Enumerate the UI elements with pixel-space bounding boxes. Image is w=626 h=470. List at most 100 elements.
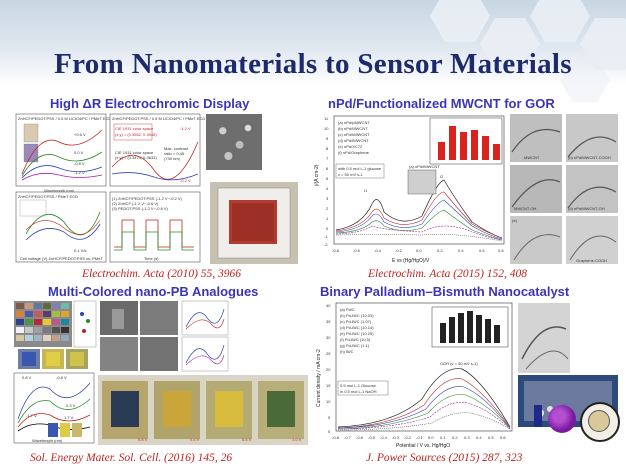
svg-text:ratio = 0.45: ratio = 0.45: [164, 151, 185, 156]
svg-text:0.8 V: 0.8 V: [138, 437, 148, 442]
svg-text:0.4: 0.4: [458, 248, 464, 253]
svg-text:0.3: 0.3: [464, 435, 470, 440]
svg-text:(b) Pd-Bi/C (10.03): (b) Pd-Bi/C (10.03): [340, 313, 374, 318]
svg-text:40: 40: [326, 303, 331, 308]
section-heading-gor: nPd/Functionalized MWCNT for GOR: [328, 96, 555, 111]
svg-text:MWCNT: MWCNT: [524, 155, 540, 160]
citation-electrochromic: Electrochim. Acta (2010) 55, 3966: [82, 268, 242, 280]
svg-text:-0.6: -0.6: [356, 435, 364, 440]
svg-text:5: 5: [328, 415, 331, 420]
svg-text:-0.5: -0.5: [368, 435, 376, 440]
svg-text:(b) nPd/MWCNT: (b) nPd/MWCNT: [338, 126, 368, 131]
svg-text:1.0 V: 1.0 V: [292, 437, 302, 442]
citation-pb: Sol. Energy Mater. Sol. Cell. (2016) 145…: [30, 452, 233, 464]
svg-text:0: 0: [328, 429, 331, 434]
svg-text:Graphene-COOH: Graphene-COOH: [576, 258, 607, 263]
svg-text:GOR (v = 50 mV s-1): GOR (v = 50 mV s-1): [440, 361, 478, 366]
university-seal-inner: [588, 410, 610, 432]
svg-text:(f) Pd-Bi/C (10.5): (f) Pd-Bi/C (10.5): [340, 337, 371, 342]
svg-text:-0.2 V: -0.2 V: [180, 178, 191, 183]
svg-text:(e) nPd/XC72: (e) nPd/XC72: [338, 144, 363, 149]
svg-text:6: 6: [326, 166, 329, 171]
svg-text:3: 3: [326, 196, 329, 201]
svg-text:(g) Pd-Bi/C (1.1): (g) Pd-Bi/C (1.1): [340, 343, 370, 348]
svg-text:in 0.5 mol L-1 NaOH: in 0.5 mol L-1 NaOH: [340, 389, 377, 394]
svg-text:(a) nPd/pMWCNT: (a) nPd/pMWCNT: [338, 120, 370, 125]
svg-text:(e): (e): [512, 218, 518, 223]
sem-image: [206, 114, 262, 170]
svg-text:-0.2: -0.2: [404, 435, 412, 440]
svg-text:(a) nPd/fMWCNT: (a) nPd/fMWCNT: [409, 164, 440, 169]
svg-text:0.2: 0.2: [437, 248, 443, 253]
svg-text:0.1 V/s: 0.1 V/s: [74, 248, 86, 253]
svg-text:Max. contrast: Max. contrast: [164, 146, 189, 151]
svg-text:-0.1: -0.1: [416, 435, 424, 440]
svg-text:(b) nPd/MWCNT-COOH: (b) nPd/MWCNT-COOH: [568, 155, 611, 160]
svg-text:-0.7: -0.7: [344, 435, 352, 440]
svg-text:1.7 V: 1.7 V: [64, 415, 74, 420]
pb-figure: 0.8 V -0.8 V 0.3 V -1.7 V 1.7 V Waveleng…: [12, 299, 308, 447]
svg-text:CIE 1931 color space: CIE 1931 color space: [115, 126, 154, 131]
section-heading-pb: Multi-Colored nano-PB Analogues: [48, 284, 259, 299]
svg-text:0.3 V: 0.3 V: [66, 403, 76, 408]
svg-text:I2: I2: [440, 174, 444, 179]
svg-text:(x,y) = (0.3552, 0.3946): (x,y) = (0.3552, 0.3946): [115, 132, 157, 137]
svg-text:Cell voltage (V) ZnHCF/PEDOT:: Cell voltage (V) ZnHCF/PEDOT:PSS vs. PMe…: [20, 256, 103, 261]
svg-text:-1: -1: [324, 234, 328, 239]
svg-text:(x,y) = (0.3474, 0.3633): (x,y) = (0.3474, 0.3633): [115, 155, 157, 160]
pdbi-xlabel: Potential / V vs. Hg/HgO: [396, 443, 450, 449]
svg-text:1: 1: [326, 216, 329, 221]
svg-text:10: 10: [324, 126, 329, 131]
svg-text:(2) ZnHCF (-1.2 V~-0.6 V): (2) ZnHCF (-1.2 V~-0.6 V): [112, 201, 159, 206]
gor-figure: 11 10 9 8 7 6 5 4 3 2 1 0 -1 -2 -0.8 -0.…: [312, 112, 622, 267]
svg-text:CIE 1931 color space: CIE 1931 color space: [115, 150, 154, 155]
gor-ylabel: j/(A cm-2): [314, 164, 320, 187]
slide-title: From Nanomaterials to Sensor Materials: [54, 48, 572, 80]
svg-text:20: 20: [326, 367, 331, 372]
svg-text:ZnHCF/PEDOT:PSS / 0.5 M LiClO4: ZnHCF/PEDOT:PSS / 0.5 M LiClO4/PC / PMeT…: [112, 116, 205, 121]
svg-text:I1: I1: [364, 188, 368, 193]
svg-text:(730 nm): (730 nm): [164, 156, 181, 161]
pdbi-figure: 40 35 30 25 20 15 10 5 0 -0.8 -0.7 -0.6 …: [312, 299, 624, 449]
svg-text:(a) Pd/C: (a) Pd/C: [340, 307, 355, 312]
panel-a-xlabel: Wavelength (nm): [44, 188, 75, 193]
svg-text:15: 15: [326, 383, 331, 388]
svg-text:11: 11: [324, 116, 329, 121]
svg-text:-0.2: -0.2: [395, 248, 403, 253]
svg-text:-0.4: -0.4: [380, 435, 388, 440]
molecule-logo-icon: [548, 405, 576, 433]
svg-text:0.1: 0.1: [440, 435, 446, 440]
svg-text:30: 30: [326, 335, 331, 340]
svg-text:10: 10: [326, 399, 331, 404]
svg-text:+0.6 V: +0.6 V: [74, 132, 86, 137]
svg-text:0.5: 0.5: [488, 435, 494, 440]
svg-text:35: 35: [326, 319, 331, 324]
svg-text:5: 5: [326, 176, 329, 181]
svg-text:-0.8: -0.8: [332, 435, 340, 440]
section-heading-pdbi: Binary Palladium–Bismuth Nanocatalyst: [320, 284, 570, 299]
svg-text:-2: -2: [324, 242, 328, 247]
svg-text:(f) nPd/Graphene: (f) nPd/Graphene: [338, 150, 370, 155]
svg-text:-0.6: -0.6: [353, 248, 361, 253]
svg-text:MWCNT-OH: MWCNT-OH: [514, 206, 537, 211]
svg-text:0.8: 0.8: [498, 248, 504, 253]
citation-pdbi: J. Power Sources (2015) 287, 323: [366, 452, 523, 464]
svg-text:8: 8: [326, 146, 329, 151]
svg-text:0.8 V: 0.8 V: [22, 375, 32, 380]
svg-text:0.0 V: 0.0 V: [74, 150, 84, 155]
svg-text:(d) nPd/MWCNT-OH: (d) nPd/MWCNT-OH: [568, 206, 605, 211]
svg-text:0.4 V: 0.4 V: [190, 437, 200, 442]
svg-text:25: 25: [326, 351, 331, 356]
citation-gor: Electrochim. Acta (2015) 152, 408: [368, 268, 528, 280]
pdbi-plots: 40 35 30 25 20 15 10 5 0 -0.8 -0.7 -0.6 …: [316, 302, 618, 449]
svg-text:-0.8 V: -0.8 V: [56, 375, 67, 380]
svg-text:9: 9: [326, 136, 329, 141]
svg-text:-0.6 V: -0.6 V: [74, 161, 85, 166]
panel-a-title: ZnHCF/PEDOT:PSS / 0.5 M LiClO4/PC / PMeT…: [18, 116, 111, 121]
svg-text:(3) PEDOT:PSS (-1.2 V~-0.6 V): (3) PEDOT:PSS (-1.2 V~-0.6 V): [112, 206, 169, 211]
gor-plots: 11 10 9 8 7 6 5 4 3 2 1 0 -1 -2 -0.8 -0.…: [314, 114, 618, 264]
logo-bar: [534, 405, 542, 427]
electrochromic-figure: ZnHCF/PEDOT:PSS / 0.5 M LiClO4/PC / PMeT…: [14, 112, 304, 267]
pdbi-ylabel: Current density / mA cm-2: [316, 349, 322, 407]
